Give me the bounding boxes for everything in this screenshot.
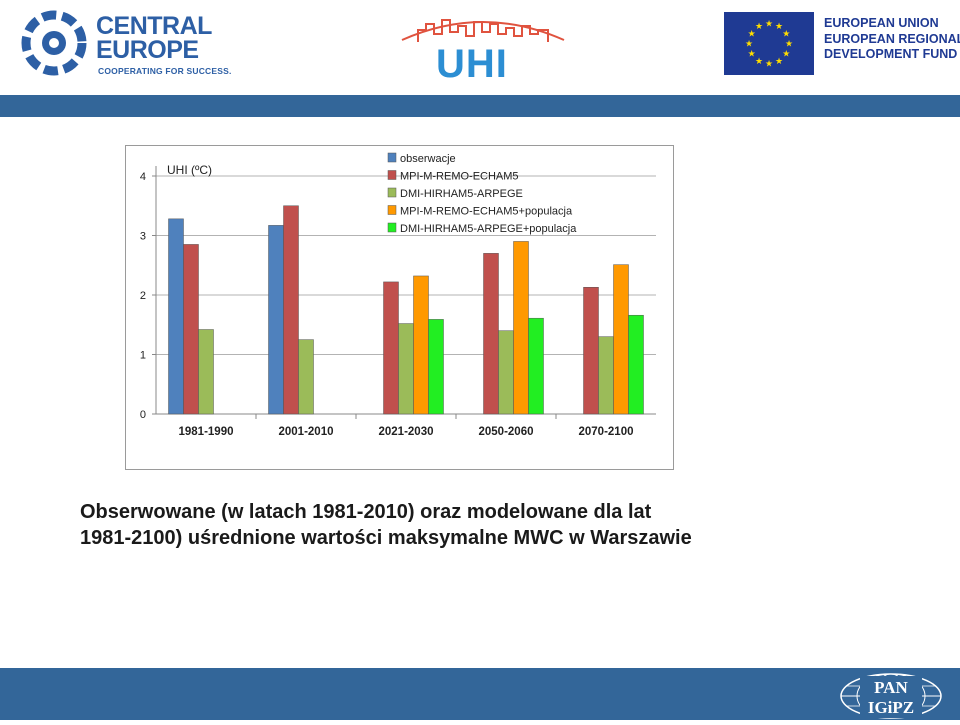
bar [298,339,314,415]
eu-flag-icon: ★ ★ ★ ★ ★ ★ ★ ★ ★ ★ ★ ★ [724,12,814,75]
uhi-chart: 0 1 2 3 4 UHI (ºC) 1981-1990 2001-2010 2021-2030… [125,145,674,470]
bar [428,319,444,415]
bar [583,287,599,415]
legend-label: DMI-HIRHAM5-ARPEGE+populacja [400,223,577,235]
bar [413,275,429,415]
central-europe-tagline: COOPERATING FOR SUCCESS. [98,66,232,76]
legend-swatch [387,205,397,215]
eu-star-icon: ★ [755,22,763,32]
x-tick-label: 2070-2100 [579,426,634,438]
caption-line1: Obserwowane (w latach 1981-2010) oraz mo… [80,501,652,523]
bar [198,329,214,415]
bar [268,225,284,415]
bar [613,264,629,415]
header: CENTRAL EUROPE COOPERATING FOR SUCCESS. … [0,0,960,94]
legend-swatch [387,170,397,180]
eu-star-icon: ★ [755,57,763,67]
legend-label: MPI-M-REMO-ECHAM5 [400,171,519,183]
central-europe-line1: CENTRAL [96,12,212,40]
bar [598,336,614,415]
pan-logo-line2: IGiPZ [868,698,914,717]
bar [383,281,399,415]
x-tick-label: 1981-1990 [179,426,234,438]
central-europe-line2: EUROPE [96,36,199,64]
pan-logo-line1: PAN [874,678,908,697]
eu-star-icon: ★ [775,22,783,32]
x-tick-label: 2021-2030 [379,426,434,438]
eu-star-icon: ★ [775,57,783,67]
eu-line3: DEVELOPMENT FUND [824,47,958,61]
bar [498,330,514,415]
uhi-wordmark: UHI [436,42,508,86]
eu-logo-text: EUROPEAN UNION EUROPEAN REGIONAL DEVELOP… [824,16,960,63]
bar [628,314,644,415]
x-tick-label: 2050-2060 [479,426,534,438]
y-tick-label: 0 [140,409,146,421]
bar [398,323,414,415]
eu-star-icon: ★ [785,40,793,50]
bar [528,317,544,415]
top-divider-bar [0,95,960,117]
pan-igipz-logo: PAN IGiPZ [836,668,946,720]
eu-star-icon: ★ [748,30,756,40]
y-tick-label: 1 [140,350,146,362]
bar [283,205,299,415]
legend-swatch [387,222,397,233]
eu-star-icon: ★ [765,60,773,70]
city-skyline-icon [401,19,565,42]
legend-swatch [387,152,397,163]
y-tick-label: 3 [140,231,146,243]
bar [483,253,499,415]
y-axis-label: UHI (ºC) [167,163,212,177]
legend-label: DMI-HIRHAM5-ARPEGE [400,188,523,200]
eu-star-icon: ★ [782,30,790,40]
eu-star-icon: ★ [745,40,753,50]
x-tick-label: 2001-2010 [279,426,334,438]
uhi-logo: UHI [398,6,568,86]
bar [513,241,529,415]
bottom-bar [0,668,960,720]
eu-star-icon: ★ [748,50,756,60]
legend-swatch [387,187,397,198]
central-europe-emblem-icon [21,10,87,76]
legend-label: obserwacje [400,153,456,165]
globe-icon: PAN IGiPZ [840,673,942,719]
uhi-bar-chart: 0 1 2 3 4 UHI (ºC) 1981-1990 2001-2010 2021-2030… [140,152,656,438]
eu-line2: EUROPEAN REGIONAL [824,31,960,46]
eu-star-icon: ★ [765,20,773,30]
slide-caption: Obserwowane (w latach 1981-2010) oraz mo… [80,499,920,551]
bar [183,244,199,415]
central-europe-wordmark: CENTRAL EUROPE [96,12,212,64]
legend-label: MPI-M-REMO-ECHAM5+populacja [400,206,573,218]
y-tick-label: 2 [140,290,146,302]
eu-star-icon: ★ [782,50,790,60]
central-europe-logo: CENTRAL EUROPE COOPERATING FOR SUCCESS. [18,10,231,80]
eu-line1: EUROPEAN UNION [824,16,939,30]
caption-line2: 1981-2100) uśrednione wartości maksymaln… [80,527,692,549]
bar [168,218,184,415]
y-tick-label: 4 [140,171,146,183]
